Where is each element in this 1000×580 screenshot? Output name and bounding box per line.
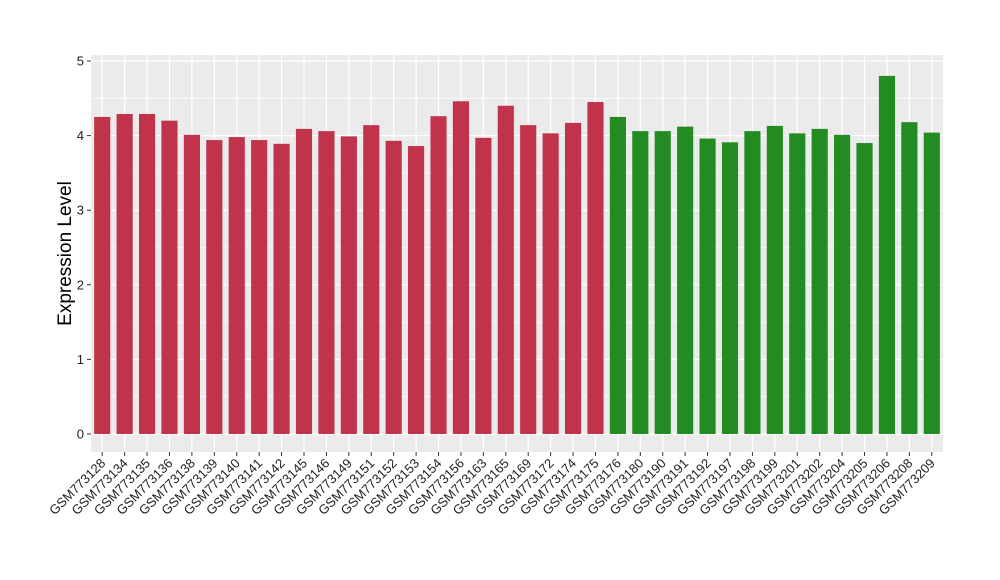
bar <box>721 142 739 434</box>
bar <box>654 131 671 434</box>
bar <box>744 131 761 434</box>
bar <box>878 75 896 435</box>
bar <box>632 131 649 434</box>
bar <box>587 102 604 434</box>
y-tick-label: 1 <box>77 352 84 367</box>
bar <box>811 128 828 435</box>
bar <box>295 128 313 435</box>
bar <box>385 140 402 434</box>
bar <box>363 125 380 434</box>
y-tick-label: 0 <box>77 427 84 442</box>
y-tick-label: 3 <box>77 203 84 218</box>
bar <box>834 134 851 434</box>
bar <box>766 125 783 434</box>
bar <box>520 125 537 434</box>
bar <box>183 134 200 434</box>
bar <box>475 137 492 434</box>
bar <box>856 143 873 434</box>
y-tick-label: 5 <box>77 54 84 69</box>
bar <box>901 122 918 434</box>
bar <box>408 146 425 434</box>
y-tick-label: 2 <box>77 277 84 292</box>
bar <box>138 113 156 434</box>
bar <box>452 101 470 434</box>
bar <box>923 132 940 434</box>
bar <box>206 140 223 435</box>
bar <box>542 133 559 434</box>
x-axis: GSM773128GSM773134GSM773135GSM773136GSM7… <box>46 452 938 518</box>
bar <box>430 116 447 434</box>
bar <box>116 113 133 434</box>
y-axis-title: Expression Level <box>55 181 76 326</box>
bar <box>564 122 582 434</box>
y-axis: 0 1 2 3 4 5 <box>77 54 91 442</box>
bar <box>318 131 335 434</box>
bar <box>699 138 716 435</box>
bar <box>677 126 694 434</box>
bar <box>161 120 178 435</box>
bar <box>609 116 626 434</box>
bar <box>340 136 357 434</box>
bars <box>94 75 940 435</box>
bar <box>789 133 806 434</box>
bar <box>228 137 245 435</box>
y-tick-label: 4 <box>77 128 84 143</box>
bar <box>251 140 268 435</box>
bar <box>94 116 111 434</box>
bar <box>273 143 290 434</box>
bar <box>497 105 514 434</box>
